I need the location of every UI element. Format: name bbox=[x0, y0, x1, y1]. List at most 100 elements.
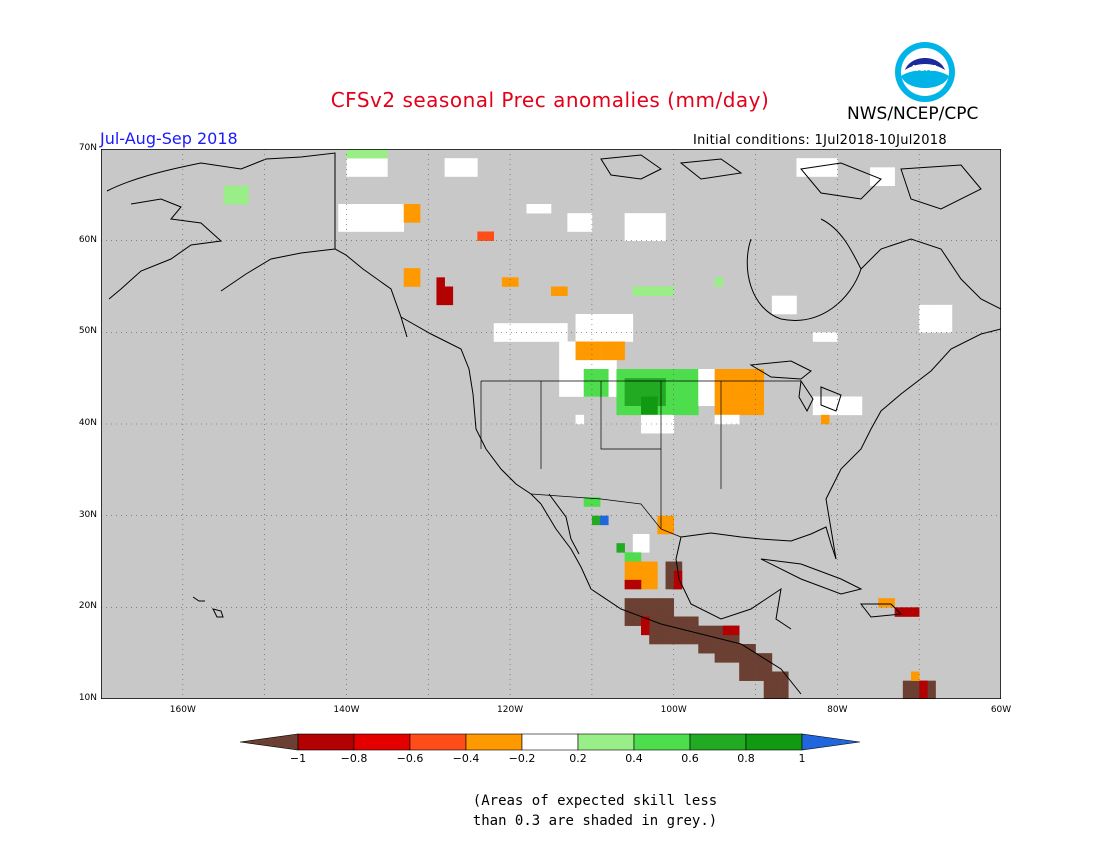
anomaly-cell bbox=[665, 561, 675, 571]
anomaly-cell bbox=[387, 213, 396, 223]
anomaly-cell bbox=[690, 387, 699, 397]
anomaly-cell bbox=[624, 598, 634, 608]
anomaly-cell bbox=[641, 396, 650, 406]
anomaly-cell bbox=[518, 332, 527, 342]
anomaly-cell bbox=[632, 213, 642, 223]
anomaly-cell bbox=[927, 323, 936, 333]
anomaly-cell bbox=[804, 158, 814, 168]
anomaly-cell bbox=[935, 314, 945, 324]
anomaly-cell bbox=[657, 634, 666, 645]
anomaly-cell bbox=[673, 378, 683, 388]
anomaly-cell bbox=[624, 396, 634, 406]
east-coast bbox=[825, 328, 1001, 560]
latitude-label: 60N bbox=[78, 234, 97, 245]
anomaly-cell bbox=[657, 213, 666, 223]
anomaly-cell bbox=[771, 671, 781, 681]
anomaly-cell bbox=[354, 213, 364, 223]
alaska-coast bbox=[106, 152, 408, 338]
anomaly-cell bbox=[927, 689, 936, 699]
anomaly-cell bbox=[371, 167, 380, 177]
latitude-label: 70N bbox=[78, 143, 97, 153]
anomaly-cell bbox=[575, 323, 585, 333]
anomaly-cell bbox=[673, 561, 683, 571]
anomaly-cell bbox=[902, 607, 912, 617]
anomaly-cell bbox=[379, 158, 388, 168]
anomaly-cell bbox=[354, 158, 364, 168]
anomaly-cell bbox=[616, 323, 625, 333]
latitude-label: 50N bbox=[78, 326, 97, 337]
anomaly-cell bbox=[346, 167, 355, 177]
anomaly-cell bbox=[649, 414, 658, 425]
anomaly-cell bbox=[935, 304, 945, 315]
anomaly-cell bbox=[771, 295, 781, 306]
anomaly-cell bbox=[608, 314, 617, 324]
anomaly-cell bbox=[706, 387, 715, 397]
anomaly-cell bbox=[665, 524, 675, 535]
colorbar-box bbox=[353, 733, 411, 751]
anomaly-cell bbox=[649, 222, 658, 232]
anomaly-cell bbox=[722, 644, 732, 654]
anomaly-cell bbox=[722, 625, 732, 636]
anomaly-cell bbox=[706, 396, 715, 406]
anomaly-cell bbox=[403, 213, 413, 223]
anomaly-cell bbox=[567, 213, 576, 223]
anomaly-cell bbox=[387, 222, 396, 232]
anomaly-cell bbox=[747, 405, 756, 416]
alaska-west-coast bbox=[108, 198, 223, 300]
anomaly-cell bbox=[755, 662, 765, 672]
anomaly-cell bbox=[346, 213, 355, 223]
anomaly-cell bbox=[747, 369, 756, 379]
anomaly-cell bbox=[763, 680, 773, 691]
anomaly-cell bbox=[632, 534, 642, 544]
longitude-label: 160W bbox=[169, 705, 196, 715]
anomaly-cell bbox=[371, 222, 380, 232]
anomaly-cell bbox=[575, 341, 585, 351]
anomaly-cell bbox=[657, 515, 666, 526]
anomaly-cell bbox=[739, 644, 748, 654]
anomaly-cell bbox=[624, 405, 634, 416]
colorbar-low-arrow bbox=[240, 733, 299, 751]
anomaly-cell bbox=[608, 341, 617, 351]
anomaly-cell bbox=[739, 396, 748, 406]
anomaly-cell bbox=[714, 625, 724, 636]
anomaly-cell bbox=[641, 369, 650, 379]
anomaly-cell bbox=[600, 369, 609, 379]
anomaly-cell bbox=[657, 424, 666, 434]
anomaly-cell bbox=[559, 350, 568, 361]
precip-anomaly-map bbox=[101, 149, 1001, 699]
anomaly-cell bbox=[240, 194, 249, 205]
anomaly-cell bbox=[534, 323, 544, 333]
anomaly-cell bbox=[771, 304, 781, 315]
anomaly-cell bbox=[657, 222, 666, 232]
anomaly-cell bbox=[665, 625, 675, 636]
anomaly-cell bbox=[632, 369, 642, 379]
anomaly-cell bbox=[632, 286, 642, 296]
anomaly-cell bbox=[870, 167, 879, 177]
anomaly-cell bbox=[731, 625, 740, 636]
anomaly-cell bbox=[223, 185, 233, 196]
anomaly-cell bbox=[878, 176, 887, 186]
anomaly-cell bbox=[624, 552, 634, 562]
anomaly-cell bbox=[624, 579, 634, 590]
anomaly-cell bbox=[657, 396, 666, 406]
anomaly-cell bbox=[829, 158, 838, 168]
anomaly-cell bbox=[649, 213, 658, 223]
latitude-label: 10N bbox=[78, 693, 97, 703]
anomaly-cell bbox=[616, 350, 625, 361]
anomaly-cell bbox=[371, 213, 380, 223]
anomaly-cell bbox=[444, 158, 454, 168]
anomaly-cell bbox=[542, 332, 552, 342]
anomaly-cell bbox=[821, 158, 830, 168]
anomaly-cell bbox=[452, 167, 462, 177]
anomaly-cell bbox=[919, 304, 928, 315]
arctic-island-1 bbox=[600, 154, 662, 180]
anomaly-cell bbox=[641, 213, 650, 223]
anomaly-cell bbox=[649, 405, 658, 416]
anomaly-cell bbox=[510, 332, 519, 342]
noaa-logo: NOAA bbox=[893, 40, 957, 108]
colorbar-high-arrow bbox=[801, 733, 860, 751]
anomaly-cell bbox=[591, 323, 601, 333]
anomaly-cell bbox=[583, 314, 593, 324]
anomaly-cell bbox=[591, 378, 601, 388]
anomaly-cell bbox=[722, 653, 732, 663]
